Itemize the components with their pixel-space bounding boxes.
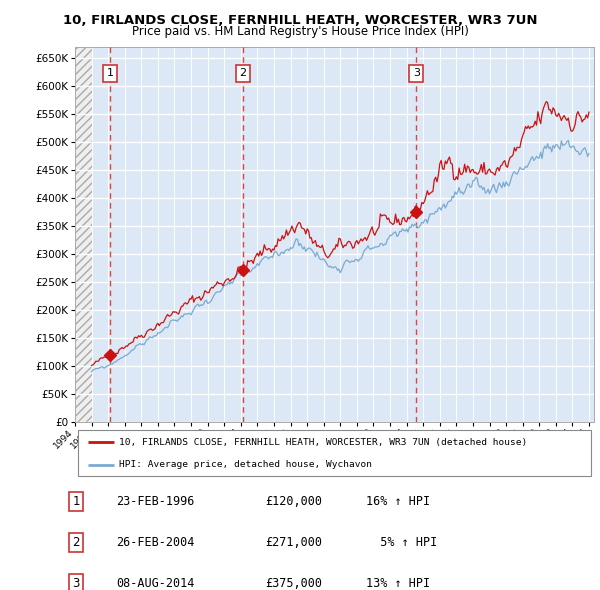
Text: 16% ↑ HPI: 16% ↑ HPI: [365, 495, 430, 508]
Text: £271,000: £271,000: [265, 536, 322, 549]
Text: 3: 3: [413, 68, 420, 78]
Text: 13% ↑ HPI: 13% ↑ HPI: [365, 577, 430, 590]
Text: 2: 2: [239, 68, 247, 78]
Text: 26-FEB-2004: 26-FEB-2004: [116, 536, 194, 549]
Text: £120,000: £120,000: [265, 495, 322, 508]
Bar: [92, 47, 594, 422]
Text: Price paid vs. HM Land Registry's House Price Index (HPI): Price paid vs. HM Land Registry's House …: [131, 25, 469, 38]
Text: £375,000: £375,000: [265, 577, 322, 590]
FancyBboxPatch shape: [77, 430, 592, 477]
Text: 1: 1: [73, 495, 80, 508]
Text: 5% ↑ HPI: 5% ↑ HPI: [365, 536, 437, 549]
Text: 10, FIRLANDS CLOSE, FERNHILL HEATH, WORCESTER, WR3 7UN (detached house): 10, FIRLANDS CLOSE, FERNHILL HEATH, WORC…: [119, 438, 527, 447]
Text: 1: 1: [107, 68, 114, 78]
Text: 10, FIRLANDS CLOSE, FERNHILL HEATH, WORCESTER, WR3 7UN: 10, FIRLANDS CLOSE, FERNHILL HEATH, WORC…: [63, 14, 537, 27]
Text: 2: 2: [73, 536, 80, 549]
Text: 3: 3: [73, 577, 80, 590]
Text: HPI: Average price, detached house, Wychavon: HPI: Average price, detached house, Wych…: [119, 460, 372, 469]
Text: 08-AUG-2014: 08-AUG-2014: [116, 577, 194, 590]
Text: 23-FEB-1996: 23-FEB-1996: [116, 495, 194, 508]
